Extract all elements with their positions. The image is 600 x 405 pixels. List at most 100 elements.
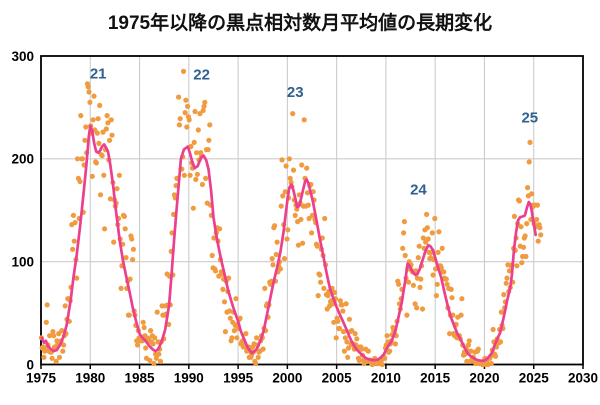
scatter-point [305, 202, 311, 208]
scatter-point [229, 335, 235, 341]
scatter-point [490, 326, 496, 333]
scatter-point [449, 295, 455, 301]
scatter-point [503, 280, 509, 286]
x-tick-label: 1980 [75, 371, 105, 386]
scatter-point [435, 249, 441, 255]
scatter-point [321, 285, 327, 291]
y-tick-label: 200 [11, 152, 34, 167]
scatter-point [72, 220, 78, 226]
scatter-point [401, 219, 407, 225]
scatter-point [332, 289, 338, 296]
scatter-point [405, 279, 412, 285]
scatter-point [53, 358, 59, 364]
scatter-point [298, 216, 304, 223]
scatter-point [186, 117, 192, 123]
scatter-point [103, 126, 109, 132]
scatter-point [96, 140, 102, 146]
scatter-point [341, 329, 347, 335]
scatter-point [217, 226, 223, 232]
scatter-point [274, 239, 280, 245]
x-tick-label: 1995 [223, 371, 254, 386]
scatter-point [331, 319, 337, 325]
scatter-point [278, 203, 284, 209]
scatter-point [429, 230, 435, 236]
scatter-point [285, 227, 291, 233]
scatter-point [304, 165, 310, 171]
scatter-point [465, 342, 471, 348]
scatter-point [85, 84, 91, 90]
scatter-point [537, 225, 543, 231]
scatter-point [335, 318, 341, 324]
y-tick-label: 0 [26, 357, 34, 372]
scatter-point [382, 355, 388, 361]
scatter-point [191, 139, 197, 145]
scatter-point [466, 338, 472, 344]
axis-ticks [40, 364, 584, 369]
scatter-point [221, 299, 228, 305]
x-tick-label: 2000 [272, 371, 302, 386]
scatter-point [212, 268, 219, 274]
scatter-point [105, 120, 111, 126]
scatter-point [152, 335, 158, 341]
scatter-point [50, 329, 56, 335]
scatter-point [226, 275, 232, 281]
scatter-point [129, 236, 135, 242]
scatter-point [522, 233, 528, 239]
cycle-label: 25 [521, 110, 538, 127]
scatter-point [286, 156, 292, 162]
scatter-point [82, 137, 88, 143]
scatter-point [61, 342, 67, 348]
scatter-point [524, 221, 530, 227]
scatter-point [343, 301, 349, 307]
scatter-point [107, 196, 113, 202]
scatter-point [100, 129, 106, 135]
scatter-point [177, 116, 183, 122]
scatter-point [150, 341, 156, 347]
scatter-point [387, 348, 393, 354]
scatter-point [433, 293, 439, 299]
scatter-point [518, 224, 524, 230]
scatter-point [418, 276, 424, 282]
scatter-point [292, 212, 298, 218]
scatter-point [209, 252, 215, 259]
scatter-point [300, 240, 306, 246]
scatter-point [412, 301, 418, 307]
scatter-point [253, 360, 259, 367]
scatter-point [195, 127, 201, 133]
scatter-point [104, 113, 110, 119]
scatter-point [187, 172, 193, 178]
scatter-point [309, 212, 315, 218]
scatter-point [134, 342, 141, 348]
scatter-point [410, 282, 416, 288]
scatter-point [90, 117, 96, 123]
scatter-point [231, 328, 237, 334]
scatter-point [56, 354, 63, 360]
scatter-point [352, 331, 358, 337]
scatter-point [184, 124, 190, 130]
scatter-point [416, 243, 422, 249]
scatter-point [468, 348, 474, 354]
scatter-point [425, 236, 431, 242]
scatter-point [317, 272, 323, 278]
scatter-point [318, 279, 324, 285]
scatter-point [78, 113, 84, 119]
scatter-point [424, 225, 430, 231]
scatter-point [194, 171, 200, 177]
scatter-point [516, 198, 523, 204]
scatter-point [74, 156, 81, 162]
scatter-point [290, 167, 297, 173]
scatter-point [141, 324, 147, 331]
scatter-point [116, 172, 122, 178]
axis-tick-labels: 1975 1980 1985 1990 1995 2000 2005 2010 2015 2020… [11, 49, 598, 386]
cycle-label: 23 [287, 84, 304, 101]
cycle-label: 21 [90, 65, 107, 82]
scatter-point [270, 262, 276, 268]
scatter-point [359, 346, 365, 352]
x-tick-label: 1990 [174, 371, 204, 386]
scatter-point [126, 312, 132, 318]
scatter-point [181, 172, 187, 178]
scatter-point [365, 348, 371, 354]
scatter-point [200, 107, 206, 114]
